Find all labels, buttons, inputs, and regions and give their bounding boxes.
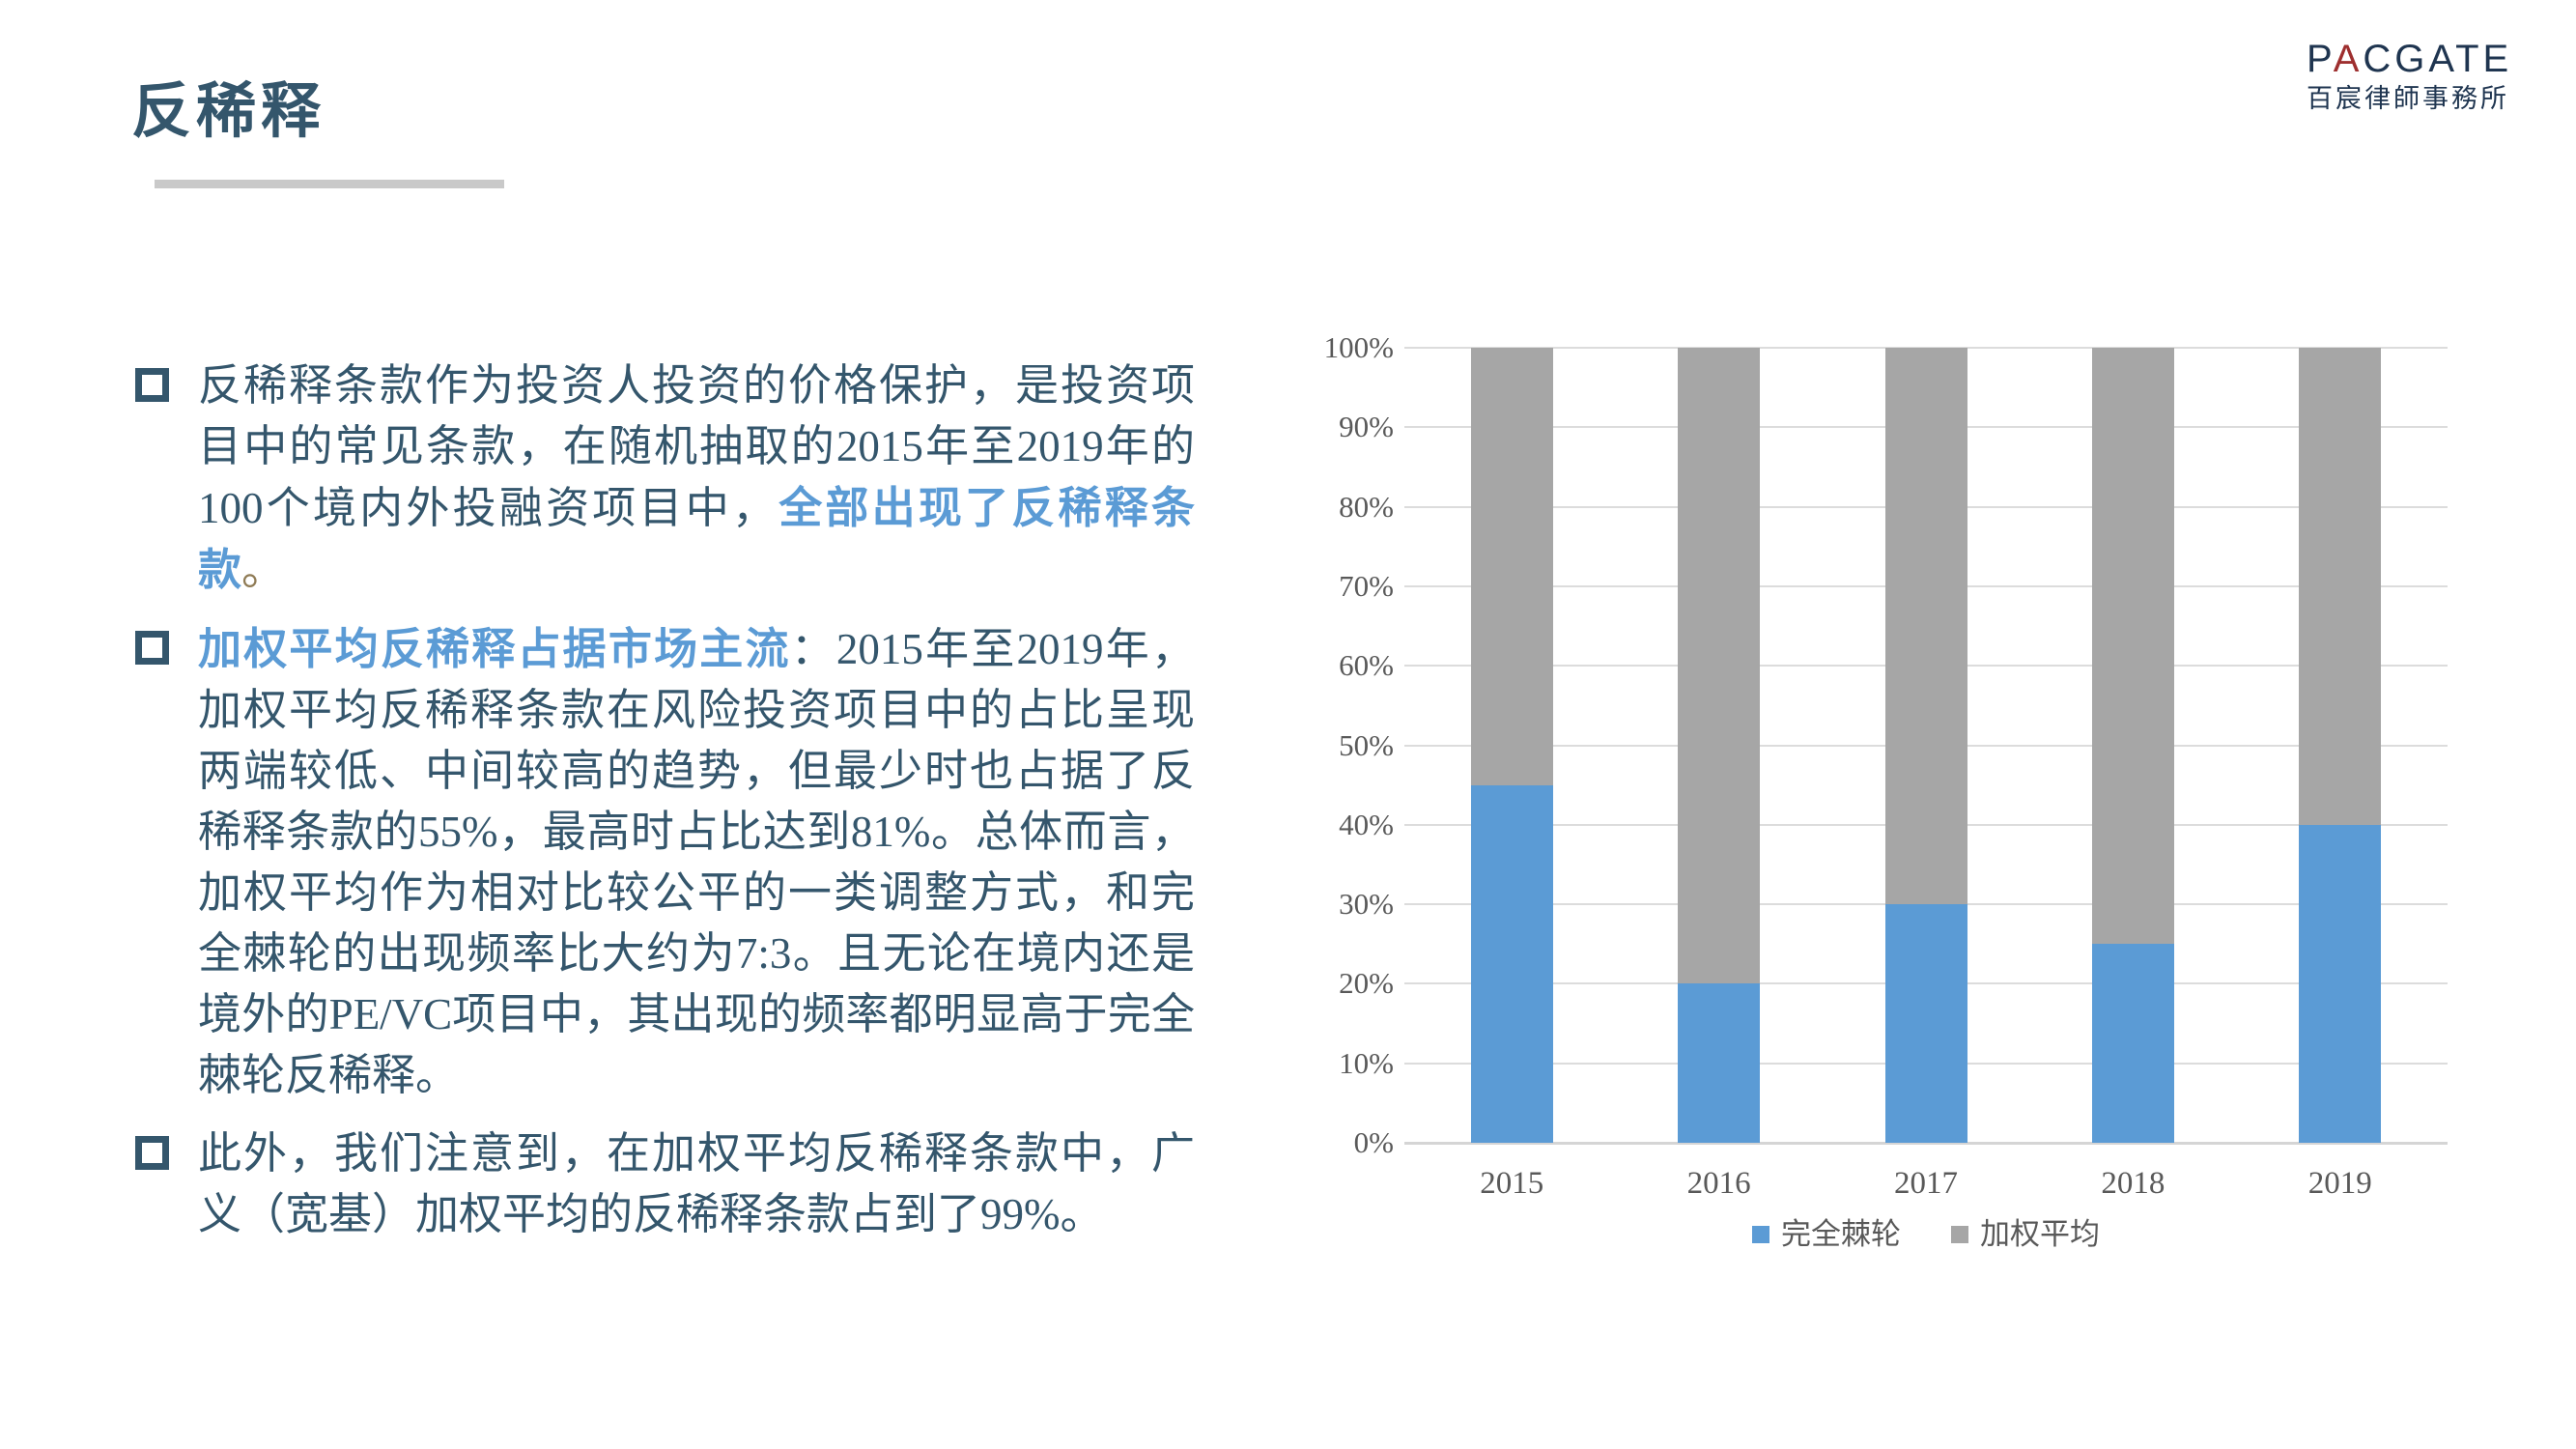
emphasis-run: 全部出现了反稀释条款 xyxy=(198,483,1195,594)
y-tick-label: 100% xyxy=(1323,330,1394,364)
bar-segment-2015-bottom xyxy=(1470,784,1553,1143)
y-tick-label: 80% xyxy=(1339,489,1394,524)
bullet-square-icon xyxy=(135,631,169,665)
bullet-text: 加权平均反稀释占据市场主流：2015年至2019年，加权平均反稀释条款在风险投资… xyxy=(198,618,1195,1106)
bullet-square-icon xyxy=(135,368,169,402)
text-run: 此外，我们注意到，在加权平均反稀释条款中，广义（宽基）加权平均的反稀释条款占到了… xyxy=(198,1129,1195,1238)
legend-swatch xyxy=(1752,1226,1769,1243)
bar-segment-2015-top xyxy=(1470,348,1553,785)
logo-letter: P xyxy=(2307,38,2334,80)
bar-segment-2018-top xyxy=(2091,348,2174,945)
logo-letter-red: A xyxy=(2333,38,2364,80)
x-tick-label: 2018 xyxy=(2101,1166,2166,1201)
logo-wordmark: PACGATE xyxy=(2307,39,2512,79)
bullet-text: 反稀释条款作为投资人投资的价格保护，是投资项目中的常见条款，在随机抽取的2015… xyxy=(198,355,1195,601)
text-run: 反稀释条款作为投资人投资的价格保护，是投资项目中的常见条款，在随机抽取的2015… xyxy=(198,361,1195,532)
x-axis-line xyxy=(1404,1142,2448,1145)
x-tick-label: 2019 xyxy=(2307,1166,2372,1201)
y-tick-label: 50% xyxy=(1339,727,1394,762)
bar-segment-2017-top xyxy=(1884,348,1967,905)
bullet-item: 反稀释条款作为投资人投资的价格保护，是投资项目中的常见条款，在随机抽取的2015… xyxy=(135,355,1207,601)
legend-label: 加权平均 xyxy=(1980,1217,2100,1251)
bullet-item: 加权平均反稀释占据市场主流：2015年至2019年，加权平均反稀释条款在风险投资… xyxy=(135,618,1207,1106)
text-run: ：2015年至2019年，加权平均反稀释条款在风险投资项目中的占比呈现两端较低、… xyxy=(198,625,1195,1099)
company-logo: PACGATE 百宸律師事務所 xyxy=(2307,39,2512,113)
logo-subtitle: 百宸律師事務所 xyxy=(2307,84,2509,113)
y-tick-label: 30% xyxy=(1339,887,1394,922)
y-tick-label: 20% xyxy=(1339,966,1394,1001)
text-run: 。 xyxy=(241,546,286,594)
legend-item: 完全棘轮 xyxy=(1752,1215,1901,1254)
legend-swatch xyxy=(1951,1226,1968,1243)
logo-letters: CGATE xyxy=(2363,38,2513,80)
bar-segment-2016-bottom xyxy=(1678,983,1761,1143)
bar-segment-2016-top xyxy=(1678,348,1761,984)
x-tick-label: 2017 xyxy=(1893,1166,1958,1201)
bar-segment-2019-bottom xyxy=(2299,824,2382,1143)
x-tick-label: 2016 xyxy=(1686,1166,1751,1201)
x-tick-label: 2015 xyxy=(1480,1166,1544,1201)
chart-legend: 完全棘轮 加权平均 xyxy=(1408,1215,2444,1254)
emphasis-run: 加权平均反稀释占据市场主流 xyxy=(198,624,791,673)
y-tick-label: 40% xyxy=(1339,807,1394,841)
legend-label: 完全棘轮 xyxy=(1781,1217,1901,1251)
bullet-list: 反稀释条款作为投资人投资的价格保护，是投资项目中的常见条款，在随机抽取的2015… xyxy=(135,355,1207,1263)
bar-segment-2018-bottom xyxy=(2091,944,2174,1143)
y-tick-label: 70% xyxy=(1339,568,1394,603)
bar-segment-2017-bottom xyxy=(1884,904,1967,1143)
legend-item: 加权平均 xyxy=(1951,1215,2100,1254)
y-tick-label: 10% xyxy=(1339,1045,1394,1080)
y-tick-label: 60% xyxy=(1339,648,1394,683)
y-tick-label: 0% xyxy=(1353,1125,1394,1159)
page-title: 反稀释 xyxy=(131,78,326,145)
bar-segment-2019-top xyxy=(2299,348,2382,825)
y-tick-label: 90% xyxy=(1339,410,1394,444)
bullet-square-icon xyxy=(135,1136,169,1170)
title-underline xyxy=(155,180,504,188)
bullet-item: 此外，我们注意到，在加权平均反稀释条款中，广义（宽基）加权平均的反稀释条款占到了… xyxy=(135,1123,1207,1245)
bullet-text: 此外，我们注意到，在加权平均反稀释条款中，广义（宽基）加权平均的反稀释条款占到了… xyxy=(198,1123,1195,1245)
